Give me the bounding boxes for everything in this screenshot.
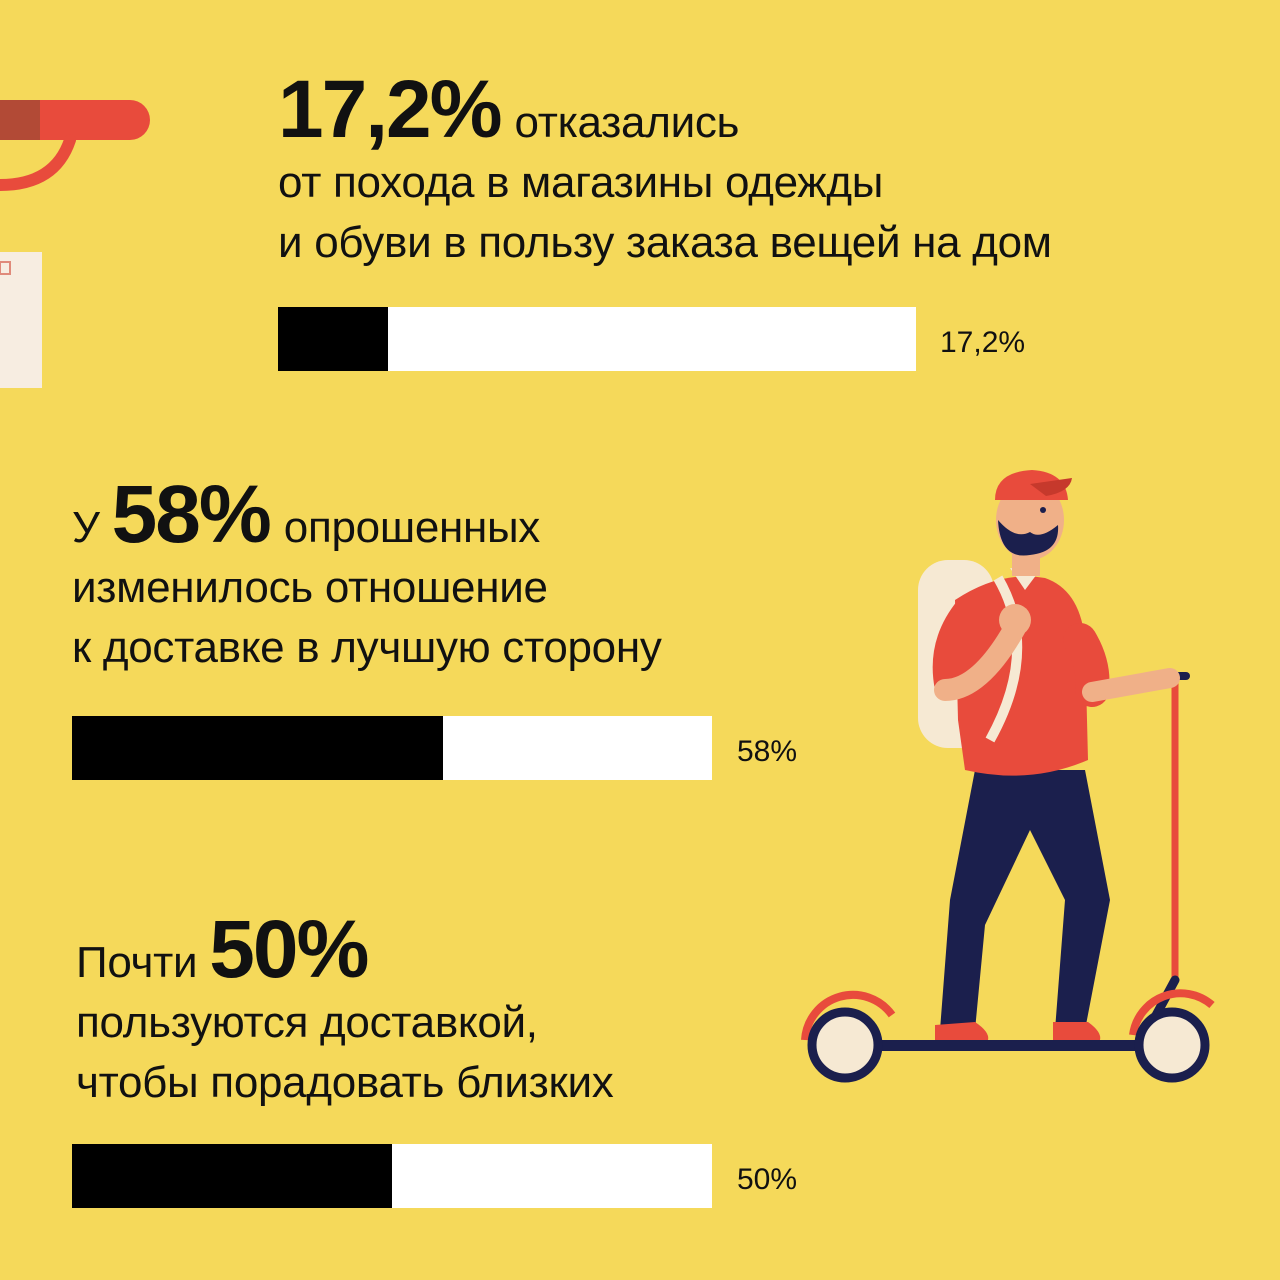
stat-1-value: 17,2%: [278, 64, 503, 155]
stat-1: 17,2% отказались от похода в магазины оде…: [278, 69, 1052, 273]
stat-2: У 58% опрошенных изменилось отношение к до…: [72, 474, 662, 678]
stat-3-bar-fill: [72, 1144, 392, 1208]
stat-3-bar: [72, 1144, 712, 1208]
stat-2-line-1: изменилось отношение: [72, 563, 548, 612]
stat-3-value: 50%: [209, 904, 369, 995]
stat-2-suffix: опрошенных: [283, 503, 541, 552]
stat-2-bar-fill: [72, 716, 444, 780]
stat-3-headline: Почти 50%: [76, 909, 613, 993]
stat-1-bar-label: 17,2%: [940, 326, 1026, 359]
stat-2-bar-label: 58%: [737, 735, 798, 768]
stat-2-headline: У 58% опрошенных: [72, 474, 662, 558]
stat-3-line-2: чтобы порадовать близких: [76, 1058, 614, 1107]
stat-2-value: 58%: [111, 469, 272, 560]
stat-1-bar: [278, 307, 916, 371]
stat-2-prefix: У: [72, 503, 100, 552]
stat-1-bar-fill: [278, 307, 388, 371]
stat-1-line-2: и обуви в пользу заказа вещей на дом: [278, 218, 1052, 267]
stat-2-bar: [72, 716, 712, 780]
stat-3-prefix: Почти: [76, 938, 198, 987]
stat-3-line-1: пользуются доставкой,: [76, 998, 538, 1047]
courier-on-scooter-illustration: [801, 470, 1215, 1083]
stat-1-suffix: отказались: [514, 98, 740, 147]
stat-1-line-1: от похода в магазины одежды: [278, 158, 884, 207]
scooter-handle-partial-icon: [0, 100, 150, 191]
stat-3-bar-label: 50%: [737, 1163, 798, 1196]
parcel-box-partial-icon: [0, 252, 42, 388]
stat-1-headline: 17,2% отказались: [278, 69, 1052, 153]
stat-3: Почти 50% пользуются доставкой, чтобы пор…: [76, 909, 614, 1113]
stat-2-line-2: к доставке в лучшую сторону: [72, 623, 662, 672]
